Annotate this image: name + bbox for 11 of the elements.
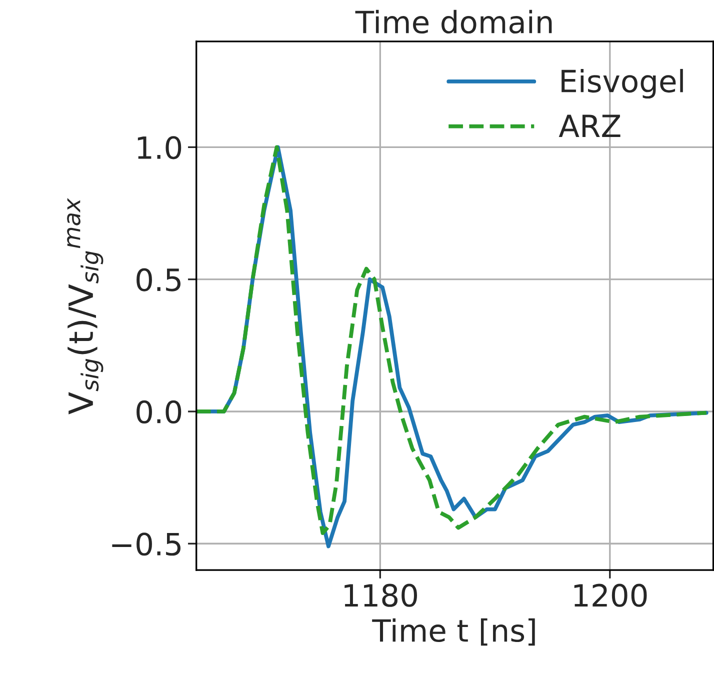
x-axis-title: Time t [ns] bbox=[372, 618, 535, 646]
y-tick-label: −0.5 bbox=[112, 532, 180, 556]
y-axis-title: V$_{sig}$(t)/V$_{sig}$$^{max}$ bbox=[67, 198, 104, 414]
y-tick-label: 0.0 bbox=[136, 400, 182, 424]
y-tick-label: 1.0 bbox=[138, 136, 182, 160]
legend-label: Eisvogel bbox=[562, 68, 683, 99]
y-tick-label: 0.5 bbox=[136, 268, 180, 292]
chart-title: Time domain bbox=[355, 10, 552, 34]
x-tick-label: 1180 bbox=[344, 584, 417, 607]
legend-label: ARZ bbox=[558, 114, 620, 138]
x-tick-label: 1200 bbox=[574, 584, 647, 607]
